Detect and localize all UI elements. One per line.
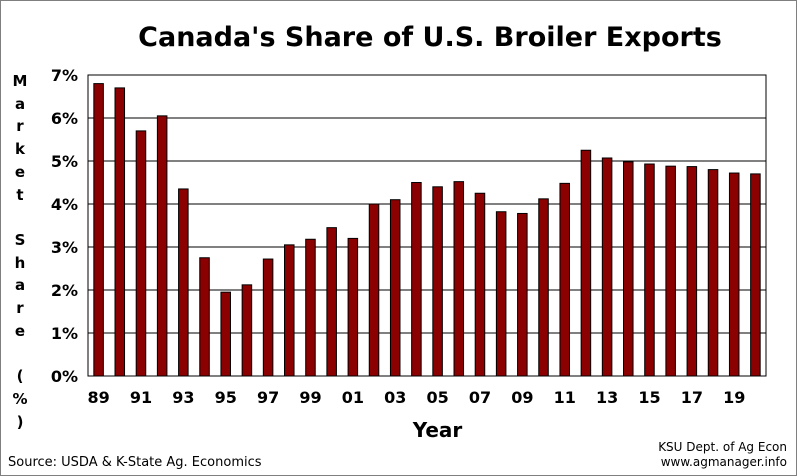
x-tick-label: 09	[511, 388, 533, 407]
x-tick-label: 17	[681, 388, 703, 407]
credit-block: KSU Dept. of Ag Econ www.agmanager.info	[658, 440, 787, 470]
bar-89	[93, 83, 104, 377]
x-tick-label: 07	[469, 388, 491, 407]
bar-95	[220, 291, 231, 377]
y-tick-labels: 0% 1% 2% 3% 4% 5% 6% 7%	[51, 66, 78, 386]
bar-20	[750, 173, 761, 377]
bar-92	[156, 115, 168, 377]
y-tick-label: 5%	[51, 152, 78, 171]
bar-99	[305, 238, 316, 377]
bar-96	[241, 284, 253, 377]
y-tick-label: 7%	[51, 66, 78, 85]
bar-02	[368, 203, 380, 377]
x-tick-label: 95	[215, 388, 237, 407]
bar-93	[178, 188, 189, 377]
bar-19	[728, 172, 740, 377]
chart-title: Canada's Share of U.S. Broiler Exports	[138, 22, 722, 53]
plot-area-border	[87, 74, 767, 377]
x-tick-label: 15	[638, 388, 660, 407]
bar-18	[707, 169, 719, 377]
y-tick-label: 2%	[51, 281, 78, 300]
bar-03	[389, 199, 401, 377]
bar-16	[665, 165, 676, 377]
x-tick-label: 05	[426, 388, 448, 407]
x-tick-label: 11	[554, 388, 576, 407]
x-tick-label: 99	[299, 388, 321, 407]
bar-10	[538, 198, 549, 377]
bar-00	[326, 227, 337, 377]
y-tick-label: 6%	[51, 109, 78, 128]
bar-01	[347, 237, 359, 377]
x-tick-label: 19	[723, 388, 745, 407]
x-tick-label: 13	[596, 388, 618, 407]
gridlines	[88, 117, 766, 334]
bar-05	[432, 186, 443, 377]
credit-line-2: www.agmanager.info	[660, 455, 787, 469]
bar-97	[262, 258, 274, 377]
bars	[93, 83, 761, 377]
bar-04	[411, 182, 422, 377]
bar-08	[495, 211, 507, 377]
x-tick-label: 91	[130, 388, 152, 407]
y-axis-label: M a r k e t S h a r e ( % )	[12, 72, 28, 431]
x-tick-label: 93	[172, 388, 194, 407]
bar-06	[453, 181, 465, 377]
bar-94	[199, 257, 210, 377]
x-tick-label: 89	[87, 388, 109, 407]
x-axis-label: Year	[412, 418, 463, 442]
bar-15	[644, 163, 655, 377]
y-tick-label: 0%	[51, 367, 78, 386]
y-tick-label: 1%	[51, 324, 78, 343]
x-tick-label: 01	[342, 388, 364, 407]
x-tick-labels: 89 91 93 95 97 99 01 03 05 07 09 11 13 15 17 19	[87, 388, 745, 407]
x-tick-label: 97	[257, 388, 279, 407]
y-tick-label: 4%	[51, 195, 78, 214]
bar-09	[517, 212, 528, 377]
bar-14	[623, 161, 634, 377]
bar-11	[559, 182, 570, 377]
bar-98	[284, 244, 295, 377]
bar-90	[114, 87, 126, 377]
bar-17	[686, 166, 698, 377]
source-note: Source: USDA & K-State Ag. Economics	[8, 455, 262, 470]
bar-12	[580, 149, 592, 377]
bar-91	[135, 130, 147, 377]
bar-13	[601, 157, 613, 377]
x-tick-label: 03	[384, 388, 406, 407]
y-tick-label: 3%	[51, 238, 78, 257]
bar-07	[474, 192, 486, 377]
credit-line-1: KSU Dept. of Ag Econ	[658, 440, 787, 454]
